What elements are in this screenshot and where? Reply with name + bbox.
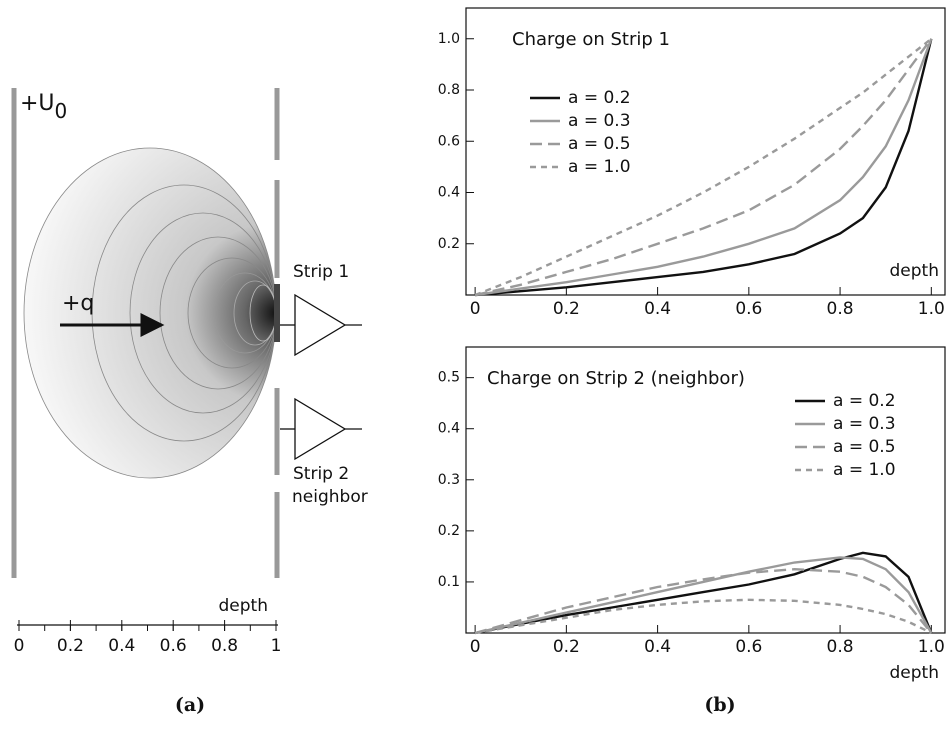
series-line (474, 38, 933, 297)
y-tick-label: 0.6 (438, 133, 460, 149)
x-tick-label: 0.6 (735, 299, 762, 319)
series-line (474, 551, 933, 635)
x-tick-label: 0.6 (160, 636, 187, 656)
y-tick-label: 0.2 (438, 523, 460, 539)
legend-label: a = 0.2 (568, 88, 631, 108)
y-tick-label: 0.1 (438, 574, 460, 590)
legend-label: a = 1.0 (833, 460, 896, 480)
series-line (474, 567, 933, 635)
x-tick-label: 0.4 (644, 299, 671, 319)
plot-frame (465, 7, 946, 296)
series-line (475, 38, 933, 297)
legend-label: a = 0.3 (833, 414, 896, 434)
y-tick-label: 0.8 (438, 82, 460, 98)
series-line (474, 37, 933, 297)
y-tick-label: 1.0 (438, 31, 460, 47)
x-tick-label: 1.0 (918, 637, 945, 657)
strip-1 (274, 284, 280, 342)
x-tick-label: 0.2 (57, 636, 84, 656)
strip-label: Strip 2 (293, 464, 349, 484)
series-line (474, 38, 933, 297)
x-tick-label: 0.4 (644, 637, 671, 657)
diagram: +U0 +q Strip 1 Strip 2 neighbor depth (a… (11, 88, 368, 716)
plot-frame (465, 346, 946, 634)
x-tick-label: 0.2 (553, 299, 580, 319)
series-line (474, 598, 932, 635)
strip-note: neighbor (292, 487, 368, 507)
legend-label: a = 0.2 (833, 391, 896, 411)
x-tick-label: 0.4 (108, 636, 135, 656)
charge-label: +q (62, 291, 94, 316)
legend-label: a = 0.3 (568, 111, 631, 131)
y-tick-label: 0.5 (438, 370, 460, 386)
y-tick-label: 0.4 (438, 421, 460, 437)
axis-label: depth (219, 596, 268, 616)
voltage-label: +U0 (20, 91, 67, 123)
strip-label: Strip 1 (293, 262, 349, 282)
legend-label: a = 0.5 (568, 134, 631, 154)
y-tick-label: 0.3 (438, 472, 460, 488)
x-tick-label: 1 (271, 636, 282, 656)
x-tick-label: 0 (14, 636, 25, 656)
x-tick-label: 0.8 (827, 637, 854, 657)
x-axis-label: depth (890, 663, 939, 683)
legend-label: a = 0.5 (833, 437, 896, 457)
x-tick-label: 0.8 (211, 636, 238, 656)
y-tick-label: 0.4 (438, 185, 460, 201)
x-tick-label: 0 (470, 637, 481, 657)
x-tick-label: 0.8 (827, 299, 854, 319)
x-axis-label: depth (890, 261, 939, 281)
chart-title: Charge on Strip 2 (neighbor) (487, 368, 745, 389)
x-tick-label: 0.2 (553, 637, 580, 657)
legend-label: a = 1.0 (568, 157, 631, 177)
amplifiers (280, 293, 362, 461)
y-tick-label: 0.2 (438, 236, 460, 252)
x-tick-label: 0 (470, 299, 481, 319)
caption: (a) (175, 694, 205, 716)
chart-title: Charge on Strip 1 (512, 29, 670, 50)
x-tick-label: 1.0 (918, 299, 945, 319)
x-tick-label: 0.6 (735, 637, 762, 657)
caption: (b) (704, 694, 735, 716)
